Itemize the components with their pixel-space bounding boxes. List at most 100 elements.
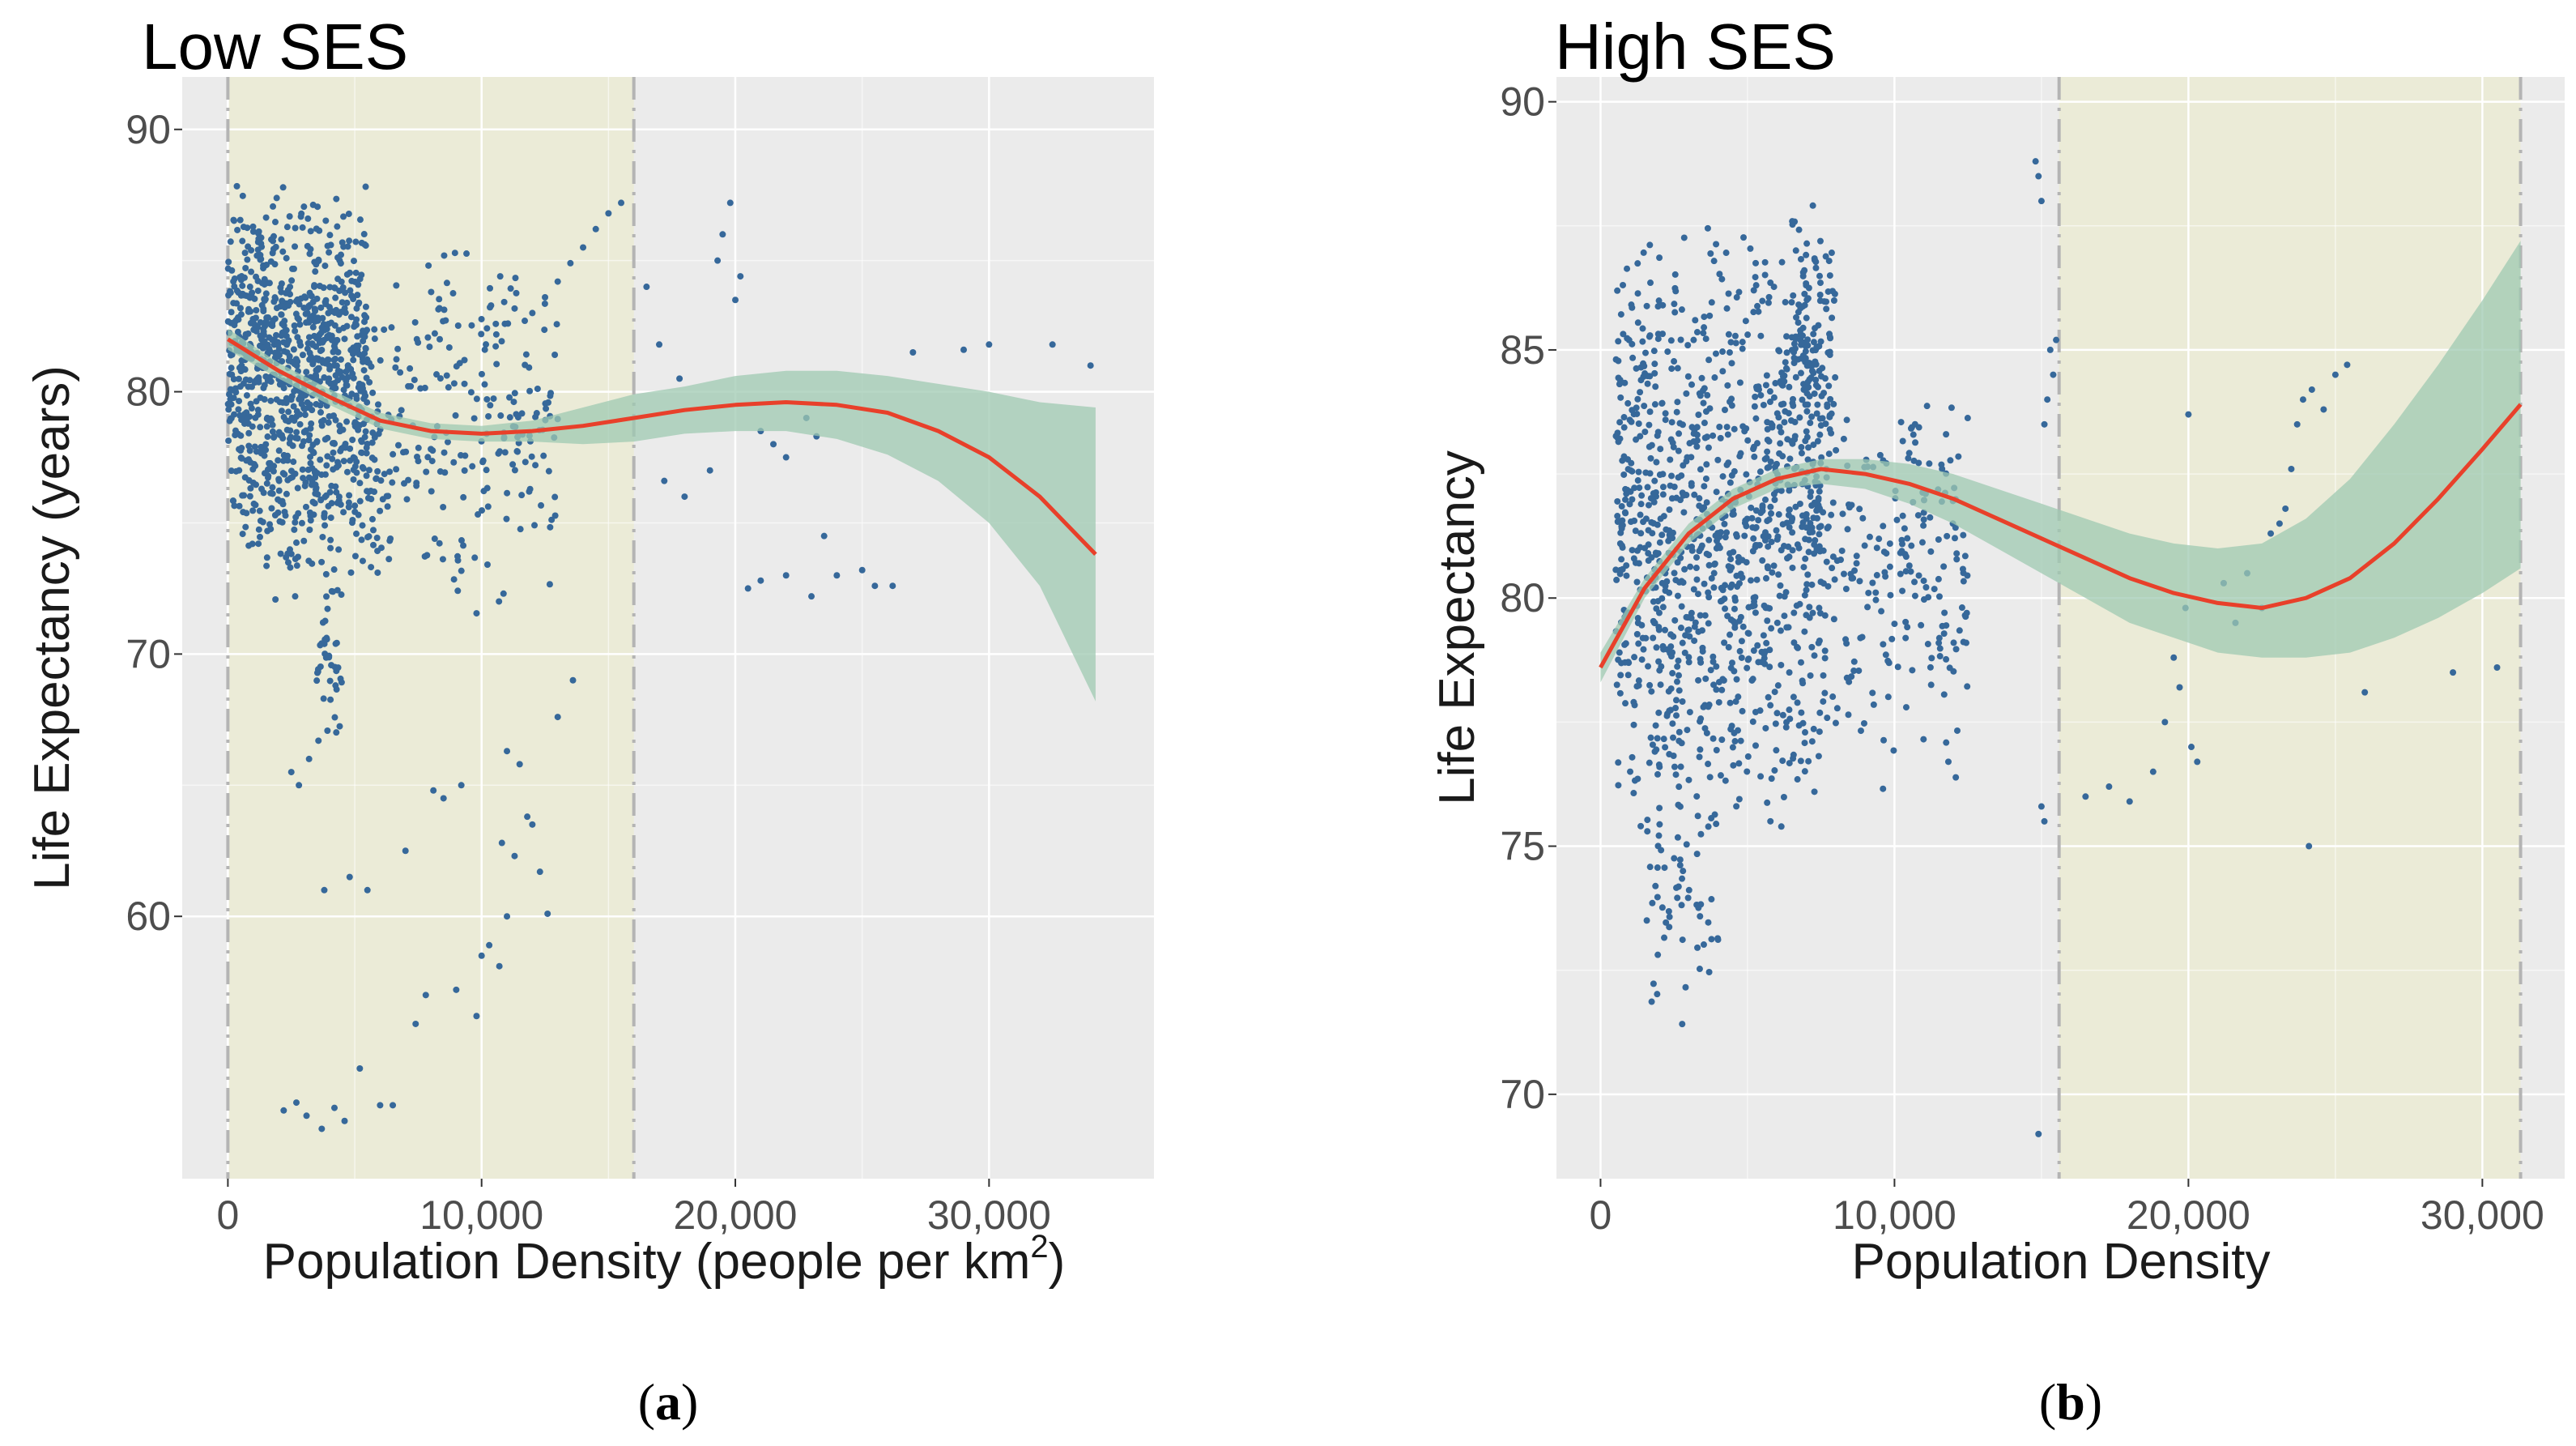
data-point — [333, 639, 340, 646]
data-point — [1672, 577, 1680, 584]
data-point — [1811, 390, 1818, 397]
data-point — [340, 458, 347, 465]
data-point — [1765, 516, 1773, 523]
data-point — [1629, 304, 1636, 311]
data-point — [2194, 758, 2201, 766]
data-point — [356, 216, 364, 224]
data-point — [1694, 591, 1701, 598]
data-point — [1914, 512, 1922, 519]
data-point — [1701, 324, 1708, 331]
data-point — [330, 449, 337, 456]
data-point — [1838, 547, 1846, 554]
data-point — [1786, 383, 1793, 390]
data-point — [326, 232, 334, 239]
data-point — [245, 305, 253, 313]
data-point — [541, 326, 548, 334]
data-point — [457, 452, 464, 459]
data-point — [1722, 777, 1729, 784]
data-point — [1801, 628, 1808, 635]
data-point — [353, 305, 360, 312]
data-point — [279, 297, 286, 305]
data-point — [1681, 565, 1688, 573]
data-point — [1920, 736, 1927, 743]
data-point — [510, 399, 517, 406]
data-point — [1725, 290, 1732, 297]
data-point — [1646, 681, 1654, 689]
caption-letter: a — [655, 1373, 681, 1431]
data-point — [259, 518, 266, 526]
data-point — [1765, 565, 1772, 572]
data-point — [287, 298, 294, 305]
data-point — [1671, 484, 1678, 491]
x-tick-label: 10,000 — [1833, 1192, 1956, 1238]
data-point — [231, 217, 238, 224]
x-axis-title-close: ) — [1049, 1234, 1066, 1290]
data-point — [1775, 414, 1782, 421]
data-point — [1810, 339, 1817, 346]
data-point — [377, 356, 384, 364]
data-point — [1696, 966, 1703, 973]
data-point — [1620, 281, 1627, 288]
data-point — [1731, 425, 1738, 433]
data-point — [1751, 403, 1758, 410]
data-point — [1666, 913, 1673, 920]
data-point — [820, 532, 828, 540]
data-point — [1644, 380, 1651, 387]
data-point — [1744, 629, 1752, 637]
data-point — [366, 378, 373, 386]
data-point — [363, 472, 370, 480]
data-point — [1853, 552, 1860, 560]
data-point — [371, 326, 378, 333]
data-point — [235, 406, 242, 413]
data-point — [1910, 431, 1917, 438]
data-point — [511, 852, 518, 859]
data-point — [1731, 738, 1739, 745]
data-point — [346, 237, 353, 245]
data-point — [1951, 535, 1958, 542]
data-point — [909, 349, 917, 356]
data-point — [1779, 453, 1786, 460]
data-point — [245, 429, 253, 437]
data-point — [1739, 623, 1747, 630]
data-point — [1691, 623, 1698, 630]
data-point — [1833, 446, 1840, 454]
data-point — [313, 367, 320, 374]
data-point — [1770, 394, 1778, 401]
data-point — [1676, 856, 1684, 864]
data-point — [330, 566, 338, 574]
data-point — [1710, 658, 1717, 665]
data-point — [291, 417, 298, 424]
data-point — [261, 452, 268, 459]
data-point — [1684, 626, 1692, 633]
data-point — [478, 331, 485, 338]
data-point — [1814, 383, 1821, 390]
data-point — [1646, 864, 1654, 871]
panel-caption: (a) — [638, 1373, 699, 1431]
data-point — [1617, 529, 1624, 536]
data-point — [1821, 689, 1829, 697]
data-point — [233, 182, 241, 190]
data-point — [1828, 250, 1835, 257]
data-point — [454, 552, 462, 560]
data-point — [377, 544, 385, 552]
data-point — [1804, 378, 1812, 386]
data-point — [492, 331, 500, 338]
data-point — [260, 326, 267, 333]
data-point — [429, 447, 436, 454]
data-point — [301, 406, 309, 413]
data-point — [343, 468, 351, 476]
data-point — [327, 696, 334, 703]
data-point — [440, 504, 447, 511]
data-point — [228, 309, 235, 316]
data-point — [1641, 349, 1649, 356]
data-point — [329, 455, 336, 463]
data-point — [317, 402, 324, 409]
data-point — [368, 363, 375, 370]
data-point — [544, 399, 551, 406]
data-point — [1631, 654, 1638, 661]
data-point — [1620, 414, 1628, 421]
data-point — [228, 352, 235, 359]
data-point — [1813, 343, 1820, 351]
fit-line — [227, 337, 1097, 557]
data-point — [605, 210, 612, 217]
